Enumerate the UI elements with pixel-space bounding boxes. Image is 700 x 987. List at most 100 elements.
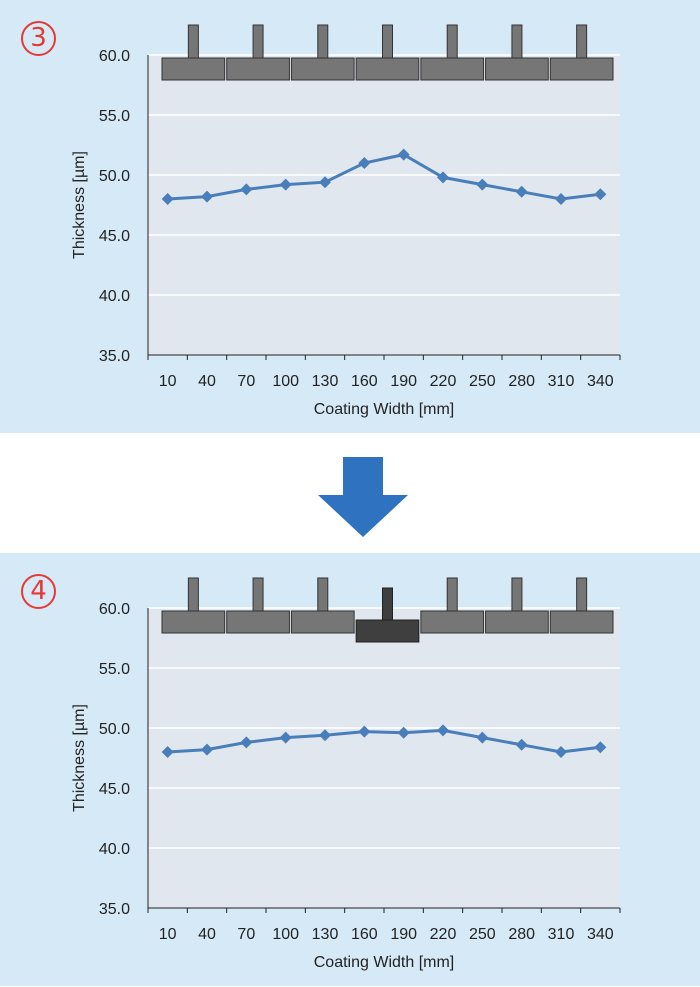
- x-tick-label: 160: [351, 926, 378, 943]
- die-bolt: [187, 24, 199, 59]
- x-tick-label: 100: [272, 373, 299, 390]
- die-segment: [161, 610, 226, 634]
- x-axis-label: Coating Width [mm]: [314, 401, 454, 418]
- data-point-marker: [319, 176, 331, 189]
- y-tick-label: 35.0: [99, 901, 130, 918]
- data-point-marker: [476, 178, 489, 191]
- x-tick-label: 220: [430, 926, 457, 943]
- die-segment: [290, 57, 355, 81]
- die-segment: [420, 57, 485, 81]
- data-point-marker: [358, 725, 371, 738]
- data-point-marker: [319, 729, 331, 742]
- x-tick-label: 10: [159, 373, 177, 390]
- data-point-marker: [279, 731, 292, 744]
- data-point-marker: [555, 193, 567, 205]
- adjusted-bolt: [382, 587, 393, 621]
- x-tick-label: 280: [508, 373, 535, 390]
- chart-panel-step-4: 4 35.0 40.0 45.0 50.0 55.0 60.0 10 40 70 100 130 16…: [0, 553, 700, 986]
- x-axis-label: Coating Width [mm]: [314, 954, 454, 971]
- x-tick-label: 160: [351, 373, 378, 390]
- plot-area: [148, 608, 620, 908]
- data-point-marker: [279, 178, 292, 191]
- data-point-marker: [555, 746, 567, 758]
- y-axis-label: Thickness [µm]: [71, 704, 88, 812]
- data-point-marker: [201, 190, 213, 203]
- die-segment: [226, 57, 290, 81]
- series-line: [167, 153, 601, 201]
- y-tick-label: 45.0: [99, 228, 130, 245]
- thickness-chart-after: 35.0 40.0 45.0 50.0 55.0 60.0 10 40 70 100 130 160 1…: [71, 577, 621, 971]
- data-point-marker: [515, 738, 528, 751]
- y-tick-label: 40.0: [99, 841, 130, 858]
- down-arrow-icon: [318, 457, 408, 537]
- data-point-marker: [397, 148, 410, 161]
- y-tick-label: 45.0: [99, 781, 130, 798]
- thickness-chart-before: 35.0 40.0 45.0 50.0 55.0 60.0 10 40 70 100 130 160 1…: [71, 24, 621, 418]
- x-tick-label: 130: [312, 926, 339, 943]
- die-bolt: [317, 24, 329, 59]
- data-point-marker: [161, 746, 174, 758]
- die-bolt: [511, 577, 523, 612]
- x-tick-label: 310: [548, 373, 575, 390]
- x-tick-label: 100: [272, 926, 299, 943]
- y-tick-label: 60.0: [99, 48, 130, 65]
- x-tick-label: 40: [198, 373, 216, 390]
- die-bolt: [382, 24, 393, 59]
- x-tick-label: 130: [312, 373, 339, 390]
- die-segment: [420, 610, 485, 634]
- die-segment-adjusted: [355, 619, 420, 643]
- data-point-marker: [476, 731, 489, 744]
- step-number-badge: 4: [21, 574, 56, 609]
- data-point-marker: [358, 157, 371, 169]
- y-axis-label: Thickness [µm]: [71, 151, 88, 259]
- y-tick-label: 50.0: [99, 168, 130, 185]
- die-segment: [355, 57, 420, 81]
- die-bolt: [511, 24, 523, 59]
- step-number-badge: 3: [21, 21, 56, 56]
- x-tick-label: 40: [198, 926, 216, 943]
- die-bolt: [317, 577, 329, 612]
- die-bolt: [252, 577, 264, 612]
- data-point-marker: [437, 171, 449, 184]
- die-segment: [290, 610, 355, 634]
- data-point-marker: [240, 736, 253, 749]
- die-bolt: [252, 24, 264, 59]
- data-point-marker: [437, 724, 449, 737]
- data-point-marker: [240, 183, 253, 196]
- y-tick-label: 60.0: [99, 601, 130, 618]
- die-bolt: [187, 577, 199, 612]
- chart-panel-step-3: 3 35.0 40.0 45.0 50.0 55.0 60.0 10 40 70 100 130 16…: [0, 0, 700, 433]
- die-bolt: [576, 577, 588, 612]
- data-point-marker: [515, 185, 528, 198]
- x-tick-label: 70: [237, 926, 255, 943]
- data-point-marker: [161, 193, 174, 205]
- data-point-marker: [594, 188, 607, 201]
- y-tick-label: 55.0: [99, 108, 130, 125]
- x-tick-label: 190: [390, 926, 417, 943]
- die-bolt: [446, 577, 458, 612]
- plot-area: [148, 55, 620, 355]
- y-tick-label: 40.0: [99, 288, 130, 305]
- x-tick-label: 310: [548, 926, 575, 943]
- series-line: [167, 728, 601, 754]
- x-tick-label: 250: [469, 373, 496, 390]
- x-tick-label: 220: [430, 373, 457, 390]
- die-segment: [485, 610, 549, 634]
- die-segment: [161, 57, 226, 81]
- down-arrow-shape: [318, 457, 408, 537]
- x-tick-label: 70: [237, 373, 255, 390]
- y-tick-label: 50.0: [99, 721, 130, 738]
- x-tick-label: 340: [587, 926, 614, 943]
- die-segment: [549, 610, 614, 634]
- data-point-marker: [397, 726, 410, 739]
- die-segment: [226, 610, 290, 634]
- y-tick-label: 55.0: [99, 661, 130, 678]
- x-tick-label: 280: [508, 926, 535, 943]
- die-bolt: [576, 24, 588, 59]
- x-tick-label: 190: [390, 373, 417, 390]
- y-tick-label: 35.0: [99, 348, 130, 365]
- data-point-marker: [201, 743, 213, 756]
- x-tick-label: 250: [469, 926, 496, 943]
- x-tick-label: 10: [159, 926, 177, 943]
- data-point-marker: [594, 741, 607, 754]
